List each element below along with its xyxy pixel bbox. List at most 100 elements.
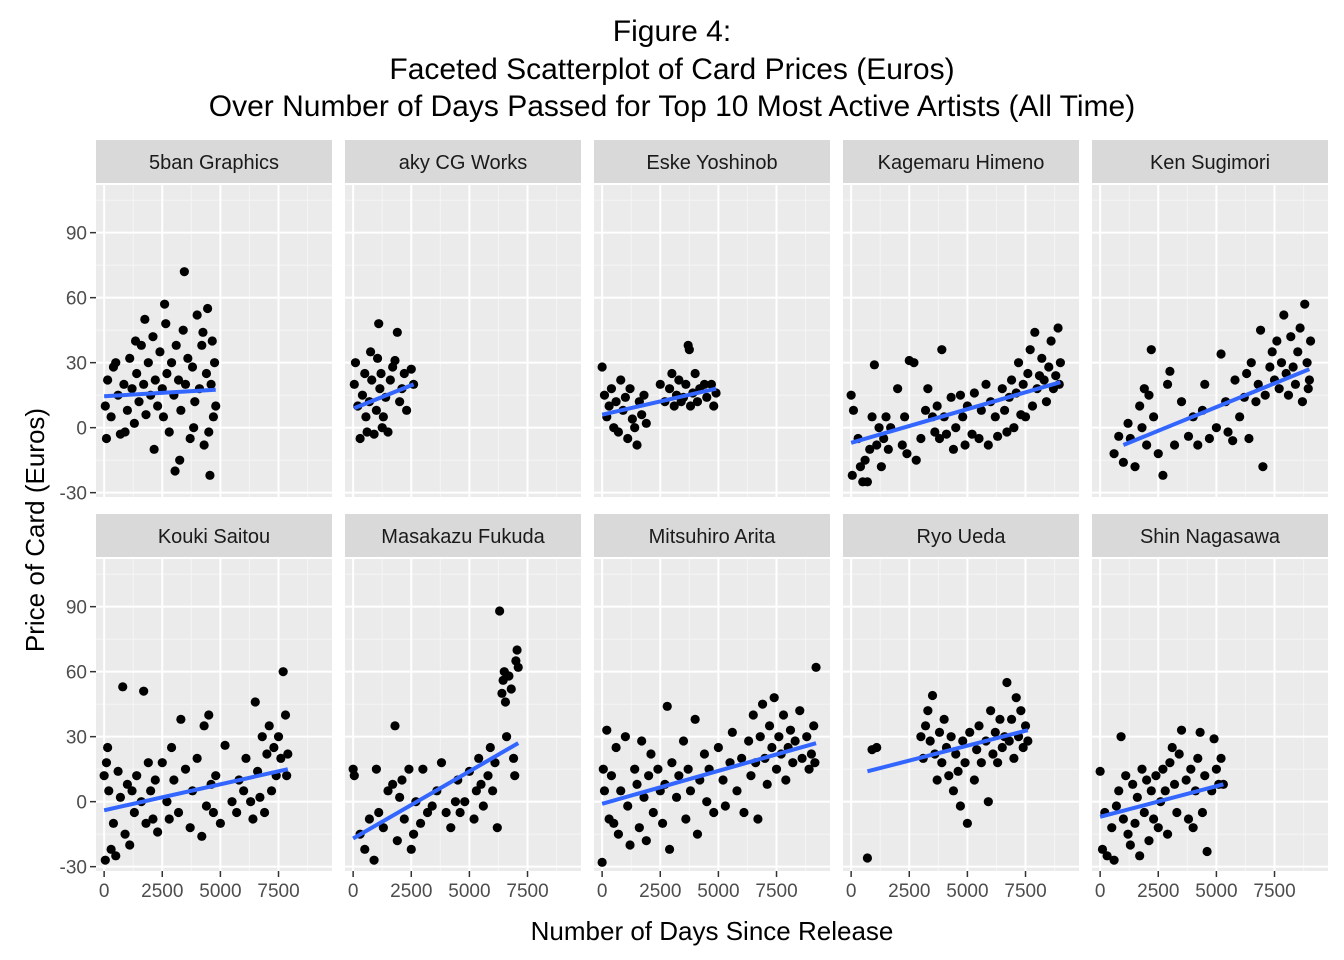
data-point <box>1114 786 1124 796</box>
data-point <box>483 771 493 781</box>
data-point <box>893 384 903 394</box>
data-point <box>1165 758 1175 768</box>
data-point <box>255 792 265 802</box>
data-point <box>364 814 375 824</box>
data-point <box>360 368 370 379</box>
data-point <box>920 721 931 731</box>
data-point <box>1002 427 1012 437</box>
data-point <box>220 740 230 750</box>
data-point <box>283 749 293 759</box>
data-point <box>103 742 113 753</box>
data-point <box>623 433 633 444</box>
data-point <box>204 427 214 437</box>
data-point <box>1039 375 1049 385</box>
data-point <box>132 771 142 781</box>
data-point <box>118 682 128 692</box>
data-point <box>810 758 820 768</box>
data-point <box>173 807 184 818</box>
data-point <box>365 347 376 357</box>
data-point <box>1053 323 1063 333</box>
data-point <box>625 840 635 850</box>
data-point <box>1202 846 1212 857</box>
data-point <box>623 801 633 811</box>
data-point <box>134 397 144 407</box>
data-point <box>1002 677 1012 688</box>
data-point <box>1303 384 1313 394</box>
data-point <box>718 775 728 785</box>
y-tick-label: 60 <box>66 663 87 684</box>
data-point <box>148 814 158 824</box>
data-point <box>671 792 682 802</box>
data-point <box>657 818 668 828</box>
data-point <box>930 427 940 437</box>
data-point <box>276 753 286 763</box>
x-tick-label: 0 <box>597 881 608 902</box>
data-point <box>349 771 359 781</box>
data-point <box>599 390 610 400</box>
data-point <box>847 470 857 480</box>
data-point <box>103 375 113 385</box>
data-point <box>927 690 938 701</box>
data-point <box>1037 353 1047 363</box>
data-point <box>1030 327 1040 337</box>
data-point <box>120 427 130 437</box>
data-point <box>955 390 966 400</box>
facet-panel: Shin Nagasawa 0 2500 5000 7500 <box>1092 514 1328 902</box>
data-point <box>769 693 779 703</box>
data-point <box>161 319 171 329</box>
data-point <box>1188 823 1198 833</box>
data-point <box>692 397 703 407</box>
data-point <box>690 714 700 724</box>
data-point <box>744 736 754 746</box>
data-point <box>106 412 116 422</box>
facet-panel: Eske Yoshinob <box>594 140 830 497</box>
data-point <box>811 662 821 672</box>
data-point <box>916 732 926 742</box>
data-point <box>122 405 132 415</box>
data-point <box>159 299 170 309</box>
data-point <box>706 379 717 389</box>
facet-strip-label: Kouki Saitou <box>158 526 270 548</box>
data-point <box>951 423 961 433</box>
data-point <box>402 405 412 415</box>
data-point <box>185 433 195 444</box>
data-point <box>1018 742 1028 753</box>
data-point <box>1255 325 1266 335</box>
facet-strip-label: Masakazu Fukuda <box>381 526 545 548</box>
data-point <box>104 786 114 796</box>
x-tick-label: 2500 <box>390 881 432 902</box>
data-point <box>158 412 169 422</box>
data-point <box>662 701 672 711</box>
data-point <box>189 423 199 433</box>
data-point <box>1013 358 1024 368</box>
data-point <box>192 310 202 320</box>
data-point <box>383 786 393 796</box>
data-point <box>146 786 156 796</box>
data-point <box>478 801 488 811</box>
data-point <box>804 764 814 774</box>
data-point <box>130 336 141 346</box>
data-point <box>997 742 1007 753</box>
data-point <box>162 368 172 379</box>
data-point <box>1151 771 1161 781</box>
data-point <box>983 797 993 807</box>
data-point <box>1200 379 1210 389</box>
chart-title-line-1: Figure 4: <box>612 15 732 48</box>
data-point <box>764 721 775 731</box>
data-point <box>362 427 372 437</box>
data-point <box>1102 851 1112 861</box>
data-point <box>206 379 216 389</box>
data-point <box>140 314 150 324</box>
data-point <box>1020 721 1031 731</box>
data-point <box>1258 462 1268 472</box>
data-point <box>709 401 719 411</box>
trend-line <box>353 382 415 411</box>
data-point <box>1130 818 1140 828</box>
data-point <box>674 771 684 781</box>
data-point <box>199 721 209 731</box>
data-point <box>867 412 877 422</box>
data-point <box>173 375 184 385</box>
facet-strip-label: Ken Sugimori <box>1150 152 1270 174</box>
data-point <box>500 697 511 707</box>
x-tick-label: 0 <box>99 881 110 902</box>
